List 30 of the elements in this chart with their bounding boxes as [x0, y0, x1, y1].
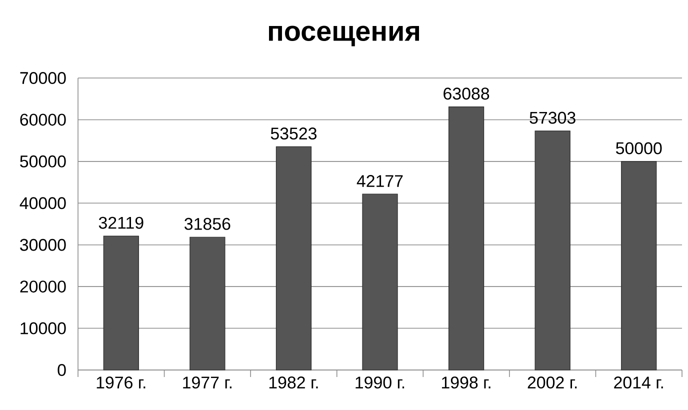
y-tick-label: 40000: [20, 197, 66, 210]
y-tick-label: 0: [58, 364, 66, 376]
data-label: 32119: [98, 216, 144, 229]
x-tick-label: 1982 г.: [269, 376, 318, 389]
y-tick-label: 30000: [20, 238, 66, 251]
data-label: 31856: [184, 218, 230, 230]
bar: [621, 161, 657, 370]
bar: [276, 146, 312, 370]
x-tick-label: 1977 г.: [183, 376, 232, 389]
data-label: 42177: [356, 175, 403, 187]
x-tick-label: 1990 г.: [356, 376, 404, 389]
bar: [103, 236, 139, 370]
data-label: 57303: [530, 112, 576, 124]
x-tick-label: 2014 г.: [614, 376, 663, 389]
chart-title: посещения: [269, 26, 420, 46]
y-tick-label: 20000: [20, 280, 66, 293]
bar: [448, 106, 484, 370]
bar: [534, 130, 570, 370]
x-tick-label: 1998 г.: [442, 376, 490, 389]
y-tick-label: 50000: [20, 155, 66, 168]
y-tick-label: 10000: [20, 322, 66, 334]
data-label: 50000: [616, 142, 662, 154]
x-tick-label: 2002 г.: [528, 376, 577, 389]
y-tick-label: 70000: [20, 72, 66, 84]
data-label: 53523: [270, 128, 317, 140]
bar: [190, 236, 226, 370]
x-tick-label: 1976 г.: [96, 376, 146, 389]
data-label: 63088: [444, 88, 490, 100]
y-tick-label: 60000: [20, 114, 66, 126]
bar: [362, 194, 398, 370]
